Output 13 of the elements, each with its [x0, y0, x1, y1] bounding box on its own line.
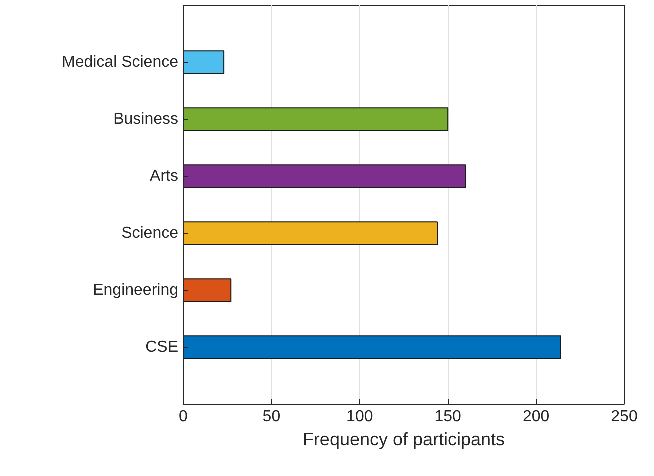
x-tick-label: 0 — [179, 408, 188, 426]
y-tick-label: Science — [122, 225, 179, 242]
y-tick-label: CSE — [146, 339, 179, 356]
x-tick-label: 150 — [434, 408, 462, 426]
x-tick-label: 200 — [522, 408, 550, 426]
y-tick-label: Arts — [150, 168, 179, 185]
y-tick-label: Medical Science — [62, 54, 179, 71]
x-tick-label: 50 — [262, 408, 281, 426]
x-tick-label: 250 — [611, 408, 638, 426]
y-tick-label: Business — [114, 111, 178, 128]
x-axis-title: Frequency of participants — [302, 430, 506, 450]
x-tick-label: 100 — [346, 408, 374, 426]
y-tick-label: Engineering — [93, 282, 179, 299]
